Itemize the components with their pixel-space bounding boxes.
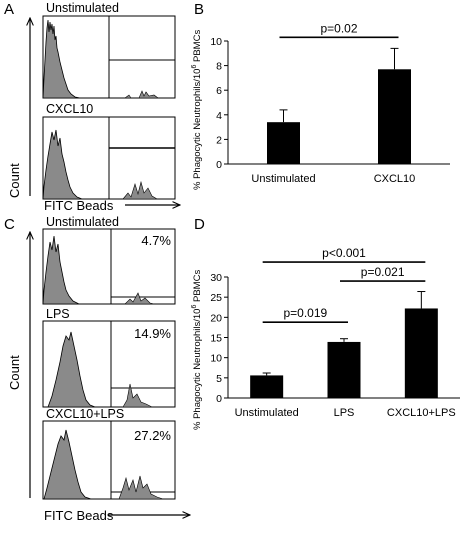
histogram-tail — [122, 180, 159, 200]
bar — [378, 69, 411, 164]
fitc-axis-label: FITC Beads — [44, 508, 114, 523]
gate-percent: 14.9% — [134, 326, 171, 341]
panel-a: A Unstimulated CXCL10 Count FITC Beads — [4, 1, 180, 213]
p-value-label: p=0.021 — [361, 265, 405, 279]
gate-percent: 4.7% — [141, 233, 171, 248]
category-label: Unstimulated — [235, 407, 299, 419]
bar-chart-b: 0 2 4 6 8 10 Unstimulated CXCL10 p=0.02 — [210, 21, 450, 185]
y-tick-label: 5 — [216, 373, 222, 385]
p-value-label: p=0.019 — [283, 306, 327, 320]
y-axis-label: % Phagocytic Neutrophils/106 PBMCs — [191, 30, 203, 190]
y-tick-label: 2 — [216, 134, 222, 146]
y-tick-label: 8 — [216, 61, 222, 73]
histogram-label: CXCL10 — [46, 102, 93, 116]
category-label: Unstimulated — [251, 173, 315, 185]
count-axis-label: Count — [7, 163, 22, 198]
histogram-peak — [47, 331, 96, 408]
y-tick-label: 10 — [210, 36, 222, 48]
histogram-label: Unstimulated — [46, 215, 119, 229]
flow-histogram-c-lps: LPS 14.9% — [42, 307, 176, 408]
flow-histogram-a-unstimulated: Unstimulated — [42, 1, 176, 99]
bar-chart-d: 0 5 10 15 20 25 30 Unstimulated LPS CXCL10+LPS p=0… — [210, 246, 460, 419]
y-tick-label: 0 — [216, 159, 222, 171]
p-value-label: p=0.02 — [320, 21, 357, 35]
bar — [327, 341, 361, 398]
flow-histogram-c-cxcl10-lps: CXCL10+LPS 27.2% — [42, 407, 176, 500]
bar — [267, 122, 300, 164]
y-tick-label: 4 — [216, 110, 222, 122]
category-label: CXCL10 — [374, 173, 416, 185]
histogram-peak — [42, 19, 81, 99]
panel-letter-b: B — [194, 1, 204, 18]
p-value-label: p<0.001 — [322, 246, 366, 260]
histogram-tail — [118, 475, 164, 500]
panel-c: C Unstimulated 4.7% LPS 14.9% CXCL10+ — [4, 215, 190, 523]
histogram-label: CXCL10+LPS — [46, 407, 124, 421]
bar — [250, 375, 284, 398]
category-label: LPS — [334, 407, 355, 419]
panel-d: D % Phagocytic Neutrophils/106 PBMCs 0 5 1… — [191, 216, 460, 430]
histogram-tail — [122, 383, 153, 408]
y-tick-label: 20 — [210, 312, 222, 324]
histogram-tail — [124, 292, 155, 305]
histogram-label: Unstimulated — [46, 1, 119, 15]
bar — [404, 308, 438, 398]
panel-letter-c: C — [4, 216, 15, 233]
panel-b: B % Phagocytic Neutrophils/106 PBMCs 0 2 4… — [191, 1, 450, 190]
count-axis-label: Count — [7, 355, 22, 390]
histogram-tail — [124, 90, 159, 99]
gate-percent: 27.2% — [134, 428, 171, 443]
histogram-label: LPS — [46, 307, 70, 321]
category-label: CXCL10+LPS — [387, 407, 456, 419]
y-tick-label: 15 — [210, 333, 222, 345]
fitc-axis-label: FITC Beads — [44, 198, 114, 213]
y-tick-label: 25 — [210, 292, 222, 304]
flow-histogram-a-cxcl10: CXCL10 — [42, 102, 176, 200]
y-tick-label: 6 — [216, 85, 222, 97]
y-tick-label: 30 — [210, 272, 222, 284]
panel-letter-d: D — [194, 216, 205, 233]
y-axis-label: % Phagocytic Neutrophils/106 PBMCs — [191, 270, 203, 430]
histogram-peak — [42, 235, 80, 305]
y-tick-label: 10 — [210, 353, 222, 365]
y-tick-label: 0 — [216, 393, 222, 405]
histogram-peak — [43, 429, 92, 500]
flow-histogram-c-unstimulated: Unstimulated 4.7% — [42, 215, 176, 305]
histogram-peak — [42, 129, 83, 200]
panel-letter-a: A — [4, 1, 14, 18]
